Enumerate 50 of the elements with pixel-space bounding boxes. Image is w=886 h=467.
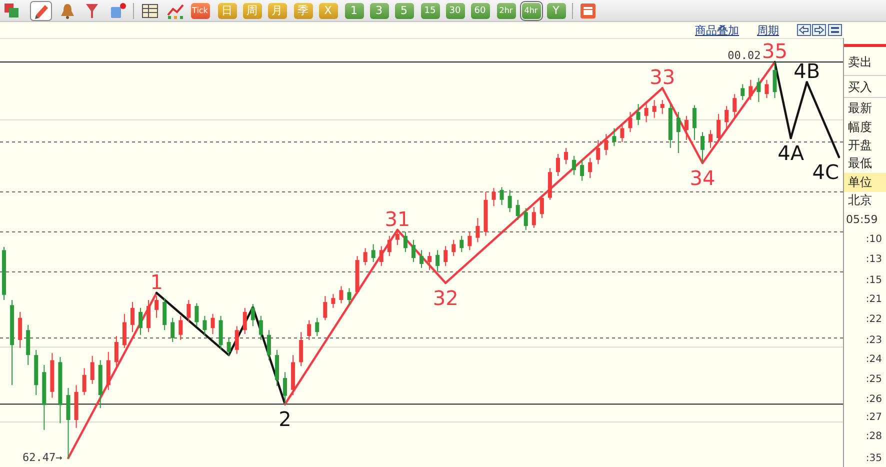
text: 商品叠加 — [695, 24, 739, 37]
text: 05:59 — [846, 213, 878, 226]
text: 日 — [218, 3, 236, 19]
text: Y — [546, 3, 566, 19]
text: :22 — [866, 314, 882, 326]
series-label: 2 — [278, 407, 292, 432]
text: :35 — [866, 453, 882, 465]
text: 2hr — [496, 3, 516, 19]
text: 季 — [294, 3, 312, 19]
annotation: 00.02 — [728, 49, 761, 62]
text: :10 — [866, 234, 882, 246]
series-label: 4B — [794, 59, 820, 84]
text: :28 — [866, 431, 882, 443]
text: 周 — [242, 3, 262, 19]
series-label: 34 — [690, 166, 716, 190]
text: 单位 — [848, 175, 872, 189]
series-label: 32 — [432, 286, 458, 310]
text: :27 — [866, 412, 882, 424]
text: :13 — [866, 254, 882, 266]
text: :26 — [866, 394, 882, 406]
annotation: 62.47→ — [22, 451, 63, 464]
text: :23 — [866, 335, 882, 347]
text: 月 — [268, 3, 286, 19]
text: 幅度 — [848, 120, 872, 134]
text: 15 — [420, 3, 440, 19]
text: 买入 — [848, 80, 872, 94]
text: :21 — [866, 294, 882, 306]
text: :25 — [866, 374, 882, 386]
text: Tick — [190, 3, 210, 19]
legend-label: 1 — [344, 3, 364, 19]
text: X — [318, 3, 338, 19]
series-label: 33 — [650, 65, 676, 90]
text: 卖出 — [848, 55, 872, 69]
text: 北京 — [848, 193, 872, 207]
text: :24 — [866, 354, 882, 366]
text: 最低 — [848, 156, 872, 170]
text: 3 — [370, 3, 388, 19]
series-label: 4C — [812, 160, 839, 184]
series-label: 31 — [384, 206, 410, 231]
series-label: 35 — [762, 39, 788, 64]
text: 开盘 — [848, 138, 872, 152]
annotation: 1 — [150, 270, 163, 294]
series-label: 4A — [778, 141, 804, 166]
text: :15 — [866, 275, 882, 287]
text: 最新 — [848, 101, 872, 115]
text: 4hr — [522, 3, 540, 19]
text: 30 — [446, 3, 464, 19]
text: 周期 — [757, 24, 779, 37]
text: 5 — [394, 3, 414, 19]
text: 60 — [470, 3, 490, 19]
